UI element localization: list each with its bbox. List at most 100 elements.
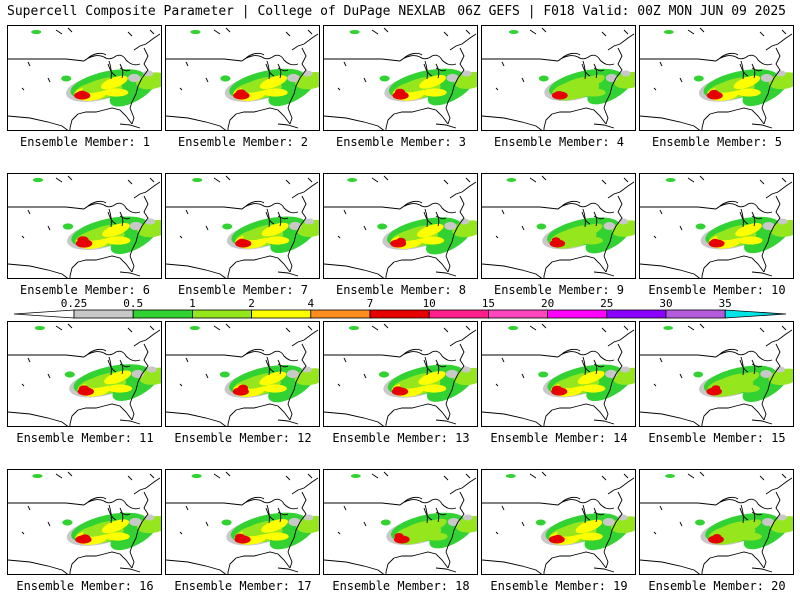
scp-contour (261, 518, 288, 533)
scp-core (234, 533, 246, 541)
scp-contour (575, 519, 603, 534)
member-map-plot (482, 27, 635, 130)
member-map-plot (482, 471, 635, 574)
scp-core (709, 89, 719, 97)
scp-contour (663, 29, 674, 35)
member-map-plot (640, 471, 793, 574)
scp-contour (578, 74, 605, 89)
member-label: Ensemble Member: 7 (177, 283, 309, 297)
scp-contour (453, 367, 477, 386)
scp-contour (144, 218, 156, 225)
scp-contour (191, 473, 202, 479)
scp-contour (579, 236, 604, 245)
scp-contour (445, 369, 459, 379)
scp-contour (735, 223, 762, 237)
scp-contour (303, 514, 314, 521)
scp-contour (105, 532, 130, 541)
scp-field (350, 474, 477, 549)
scp-contour (417, 223, 444, 238)
map-outlines (482, 323, 635, 426)
member-label: Ensemble Member: 1 (19, 135, 151, 149)
scp-contour (454, 71, 477, 89)
colorbar-bin (191, 309, 252, 319)
scp-core (711, 385, 721, 391)
colorbar-tick-label: 7 (367, 297, 374, 310)
colorbar-bin (251, 309, 312, 319)
member-map-plot (8, 175, 161, 278)
scp-contour (62, 223, 74, 230)
scp-contour (222, 223, 233, 230)
scp-contour (613, 71, 635, 89)
scp-contour (760, 73, 773, 83)
scp-contour (192, 177, 203, 183)
map-outlines (324, 175, 477, 278)
scp-contour (262, 384, 287, 393)
member-label: Ensemble Member: 3 (335, 135, 467, 149)
scp-contour (576, 223, 603, 237)
scp-contour (287, 73, 300, 83)
scp-contour (762, 518, 774, 526)
colorbar-above-arrow (724, 309, 787, 319)
ensemble-member-map (639, 25, 794, 131)
scp-core (710, 238, 720, 246)
scp-contour (736, 88, 761, 97)
member-map-plot (640, 175, 793, 278)
scp-contour (139, 367, 161, 385)
scp-field (32, 177, 161, 255)
scp-contour (64, 371, 75, 378)
scp-contour (31, 29, 42, 35)
scp-contour (137, 219, 161, 238)
member-map-plot (324, 471, 477, 574)
scp-contour (261, 222, 289, 237)
scp-core (712, 534, 722, 540)
scp-contour (377, 223, 388, 230)
scp-contour (420, 518, 447, 533)
scp-contour (146, 366, 157, 373)
member-label: Ensemble Member: 13 (332, 431, 470, 445)
member-map-plot (482, 323, 635, 426)
colorbar-tick-label: 1 (189, 297, 196, 310)
member-map-plot (8, 471, 161, 574)
map-outlines (166, 323, 319, 426)
scp-contour (380, 519, 391, 526)
ensemble-member-map (323, 469, 478, 575)
colorbar-bin (310, 309, 371, 319)
ensemble-member-map (481, 173, 636, 279)
scp-contour (100, 75, 128, 90)
scp-contour (32, 473, 43, 479)
scp-contour (259, 371, 287, 386)
scp-contour (128, 73, 141, 83)
scp-contour (535, 519, 546, 526)
colorbar-bin (73, 309, 134, 319)
scp-contour (611, 220, 635, 237)
map-outlines (640, 323, 793, 426)
scp-field (663, 326, 793, 402)
colorbar-bin (547, 309, 608, 319)
scp-core (553, 534, 563, 542)
scp-contour (422, 88, 447, 97)
scp-contour (695, 519, 705, 526)
scp-contour (538, 371, 549, 378)
scp-contour (136, 516, 161, 534)
ensemble-member-map (7, 469, 162, 575)
colorbar-tick-label: 35 (719, 297, 732, 310)
scp-contour (695, 223, 706, 230)
ensemble-member-map (165, 469, 320, 575)
scp-contour (506, 178, 517, 182)
member-label: Ensemble Member: 19 (490, 579, 628, 593)
scp-core (394, 533, 404, 539)
map-outlines (166, 471, 319, 574)
scp-contour (768, 368, 793, 386)
scp-contour (663, 326, 674, 330)
member-label: Ensemble Member: 2 (177, 135, 309, 149)
colorbar-tick-label: 0.5 (123, 297, 143, 310)
scp-contour (461, 70, 472, 77)
scp-contour (455, 515, 477, 533)
scp-contour (348, 325, 360, 331)
scp-contour (734, 519, 762, 533)
member-label: Ensemble Member: 11 (16, 431, 154, 445)
scp-contour (462, 514, 473, 521)
scp-field (663, 29, 793, 107)
scp-contour (423, 532, 448, 541)
scp-contour (762, 221, 775, 231)
